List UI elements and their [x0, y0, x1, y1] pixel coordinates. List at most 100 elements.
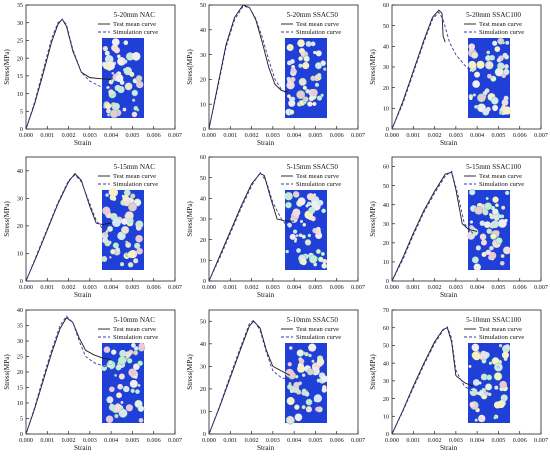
x-axis-label: Strain: [257, 139, 275, 147]
x-tick-label: 0.001: [406, 132, 420, 139]
y-tick-label: 35: [17, 323, 23, 330]
x-tick-label: 0.006: [513, 284, 527, 291]
x-tick-label: 0.005: [308, 284, 322, 291]
x-tick-label: 0.006: [513, 437, 527, 444]
panel-title: 5-15mm SSAC50: [287, 163, 339, 171]
x-tick-label: 0.004: [104, 132, 118, 139]
y-tick-label: 60: [383, 2, 389, 9]
y-tick-label: 15: [17, 73, 23, 80]
test-mean-curve: [208, 320, 291, 435]
x-tick-label: 0.002: [62, 132, 76, 139]
x-tick-label: 0.000: [19, 132, 33, 139]
x-tick-label: 0.005: [308, 132, 322, 139]
microstructure-image: [101, 38, 144, 119]
microstructure-image: [285, 38, 327, 118]
simulation-curve: [391, 11, 474, 130]
y-tick-label: 30: [200, 364, 206, 371]
x-axis-label: Strain: [74, 291, 92, 299]
x-tick-label: 0.002: [428, 132, 442, 139]
x-tick-label: 0.001: [223, 437, 237, 444]
y-tick-label: 0: [386, 431, 389, 438]
x-tick-label: 0.002: [62, 284, 76, 291]
simulation-curve: [391, 326, 474, 435]
x-tick-label: 0.001: [40, 437, 54, 444]
plot-frame: [25, 156, 176, 282]
x-tick-label: 0.003: [83, 284, 97, 291]
x-tick-label: 0.000: [385, 132, 399, 139]
x-tick-label: 0.001: [223, 284, 237, 291]
x-tick-label: 0.002: [245, 284, 259, 291]
test-mean-curve: [391, 327, 474, 435]
y-tick-label: 30: [17, 196, 23, 203]
y-tick-label: 20: [17, 223, 23, 230]
y-tick-label: 30: [17, 20, 23, 27]
test-mean-curve: [391, 171, 478, 282]
panel-title: 5-15mm NAC: [114, 163, 156, 171]
x-tick-label: 0.003: [83, 132, 97, 139]
x-axis-label: Strain: [440, 444, 458, 452]
legend-label: Test mean curve: [113, 326, 156, 333]
y-tick-label: 20: [17, 369, 23, 376]
y-tick-label: 40: [17, 307, 23, 314]
y-tick-label: 10: [383, 413, 389, 420]
x-tick-label: 0.007: [168, 284, 182, 291]
x-tick-label: 0.001: [223, 132, 237, 139]
y-tick-label: 10: [17, 91, 23, 98]
plot-frame: [391, 156, 542, 282]
y-axis-label: Stress(MPa): [369, 354, 377, 390]
legend-label: Simulation curve: [296, 181, 341, 188]
legend-label: Simulation curve: [296, 334, 341, 341]
legend-label: Simulation curve: [113, 29, 158, 36]
y-tick-label: 25: [17, 38, 23, 45]
x-axis-label: Strain: [74, 444, 92, 452]
chart-panel: 0.000 0.001 0.002 0.003 0.004 0.005 0.006 0.007…: [186, 2, 365, 147]
chart-panel: 0.000 0.001 0.002 0.003 0.004 0.005 0.006 0.007…: [369, 156, 548, 299]
y-tick-label: 30: [17, 338, 23, 345]
y-tick-label: 40: [200, 196, 206, 203]
microstructure-image: [466, 188, 511, 271]
y-tick-label: 40: [200, 27, 206, 34]
y-tick-label: 40: [200, 341, 206, 348]
x-tick-label: 0.004: [470, 132, 484, 139]
x-tick-label: 0.007: [534, 284, 548, 291]
plot-frame: [208, 4, 359, 130]
y-tick-label: 50: [383, 23, 389, 30]
y-tick-label: 35: [17, 2, 23, 9]
chart-panel: 0.000 0.001 0.002 0.003 0.004 0.005 0.006 0.007…: [3, 307, 182, 452]
y-tick-label: 60: [200, 154, 206, 161]
legend-label: Test mean curve: [113, 173, 156, 180]
y-axis-label: Stress(MPa): [3, 201, 11, 237]
x-axis-label: Strain: [440, 291, 458, 299]
y-tick-label: 30: [383, 378, 389, 385]
y-tick-label: 0: [203, 431, 206, 438]
x-tick-label: 0.006: [330, 437, 344, 444]
legend-label: Test mean curve: [113, 21, 156, 28]
x-tick-label: 0.007: [351, 132, 365, 139]
x-tick-label: 0.003: [449, 132, 463, 139]
test-mean-curve: [25, 172, 112, 282]
panel-title: 5-20mm SSAC100: [466, 11, 521, 19]
y-tick-label: 30: [383, 221, 389, 228]
y-tick-label: 0: [20, 126, 23, 133]
x-axis-label: Strain: [257, 291, 275, 299]
x-tick-label: 0.001: [40, 284, 54, 291]
x-tick-label: 0.000: [202, 284, 216, 291]
chart-panel: 0.000 0.001 0.002 0.003 0.004 0.005 0.006 0.007…: [3, 2, 182, 147]
simulation-curve: [391, 170, 474, 282]
plot-frame: [25, 4, 176, 130]
y-tick-label: 10: [383, 259, 389, 266]
microstructure-image: [101, 342, 146, 423]
test-mean-curve: [391, 9, 446, 130]
test-mean-curve: [208, 4, 288, 130]
y-tick-label: 70: [383, 307, 389, 314]
x-tick-label: 0.003: [449, 284, 463, 291]
y-tick-label: 0: [20, 278, 23, 285]
panel-title: 5-10mm NAC: [114, 316, 156, 324]
y-tick-label: 60: [383, 325, 389, 332]
x-tick-label: 0.000: [202, 437, 216, 444]
x-tick-label: 0.005: [491, 284, 505, 291]
x-tick-label: 0.000: [19, 284, 33, 291]
panel-title: 5-20mm NAC: [114, 11, 156, 19]
y-tick-label: 20: [383, 240, 389, 247]
